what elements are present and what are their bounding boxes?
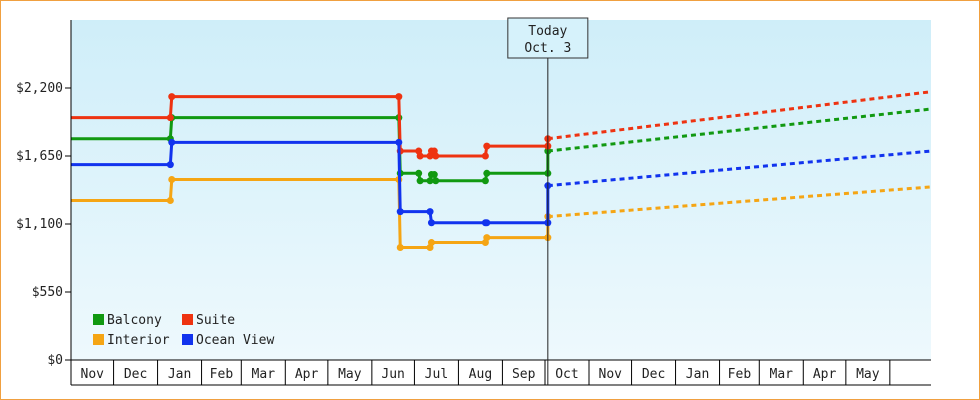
legend-swatch xyxy=(93,334,104,345)
axis-layer: $0 $550 $1,100 $1,650 $2,200 Nov Dec Jan Feb Mar A… xyxy=(16,20,931,386)
data-point-balcony xyxy=(426,177,434,185)
y-tick-label: $2,200 xyxy=(16,81,63,96)
data-point-ocean-view xyxy=(166,161,174,169)
y-tick-label: $550 xyxy=(32,285,63,300)
data-point-balcony xyxy=(483,169,491,177)
x-tick-label: Jun xyxy=(381,367,404,382)
data-point-interior xyxy=(396,243,404,251)
today-label-box xyxy=(507,17,589,59)
forecast-line-balcony xyxy=(547,107,932,153)
legend-label: Suite xyxy=(196,313,235,328)
data-point-balcony xyxy=(416,177,424,185)
legend-label: Ocean View xyxy=(196,333,274,348)
x-tick-label: May xyxy=(338,367,362,382)
legend-label: Balcony xyxy=(107,313,162,328)
legend-item-suite: Suite xyxy=(182,313,235,328)
legend-item-interior: Interior xyxy=(93,333,170,348)
x-tick-label: Apr xyxy=(295,367,319,382)
x-tick-label: May xyxy=(856,367,880,382)
legend-swatch xyxy=(182,334,193,345)
today-label: Today xyxy=(528,24,567,39)
x-tick-label: Nov xyxy=(81,367,105,382)
forecast-line-ocean-view xyxy=(547,149,932,188)
legend: Balcony Suite Interior Ocean View xyxy=(93,313,274,348)
x-tick-label: Dec xyxy=(124,367,147,382)
data-point-suite xyxy=(483,142,491,150)
x-tick-label: Oct xyxy=(555,367,578,382)
x-tick-label: Mar xyxy=(770,367,794,382)
y-tick-label: $0 xyxy=(47,353,63,368)
data-point-suite xyxy=(395,93,403,101)
x-tick-label: Feb xyxy=(210,367,234,382)
x-tick-label: Mar xyxy=(252,367,276,382)
data-point-interior xyxy=(427,239,435,247)
data-point-ocean-view xyxy=(396,208,404,216)
series-balcony xyxy=(71,107,932,185)
x-tick-label: Aug xyxy=(469,367,492,382)
data-point-balcony xyxy=(432,177,440,185)
y-tick-label: $1,100 xyxy=(16,217,63,232)
x-tick-label: Feb xyxy=(728,367,752,382)
data-point-balcony xyxy=(415,169,423,177)
x-tick-label: Dec xyxy=(642,367,665,382)
y-tick-label: $1,650 xyxy=(16,149,63,164)
forecast-line-interior xyxy=(547,185,932,219)
legend-item-ocean-view: Ocean View xyxy=(182,333,274,348)
today-date: Oct. 3 xyxy=(524,41,571,56)
forecast-line-suite xyxy=(547,90,932,141)
legend-swatch xyxy=(93,314,104,325)
x-tick-label: Jan xyxy=(686,367,709,382)
data-point-ocean-view xyxy=(395,138,403,146)
x-tick-label: Jul xyxy=(425,367,448,382)
series-layer xyxy=(71,90,932,251)
data-point-interior xyxy=(168,175,176,183)
x-tick-label: Apr xyxy=(813,367,837,382)
legend-swatch xyxy=(182,314,193,325)
legend-label: Interior xyxy=(107,333,170,348)
today-marker: Today Oct. 3 xyxy=(507,17,589,385)
data-point-interior xyxy=(483,234,491,242)
data-point-ocean-view xyxy=(483,219,491,227)
data-point-suite xyxy=(168,93,176,101)
x-tick-label: Sep xyxy=(512,367,536,382)
legend-item-balcony: Balcony xyxy=(93,313,162,328)
data-point-suite xyxy=(432,152,440,160)
data-point-ocean-view xyxy=(168,138,176,146)
data-point-ocean-view xyxy=(426,208,434,216)
data-point-balcony xyxy=(430,171,438,179)
data-point-suite xyxy=(166,114,174,122)
data-point-interior xyxy=(166,197,174,205)
series-ocean-view xyxy=(71,138,932,227)
data-point-suite xyxy=(481,152,489,160)
x-tick-label: Jan xyxy=(168,367,191,382)
data-point-balcony xyxy=(481,177,489,185)
plot-area xyxy=(71,20,931,360)
data-point-suite xyxy=(416,152,424,160)
x-tick-label: Nov xyxy=(599,367,623,382)
data-point-ocean-view xyxy=(427,219,435,227)
